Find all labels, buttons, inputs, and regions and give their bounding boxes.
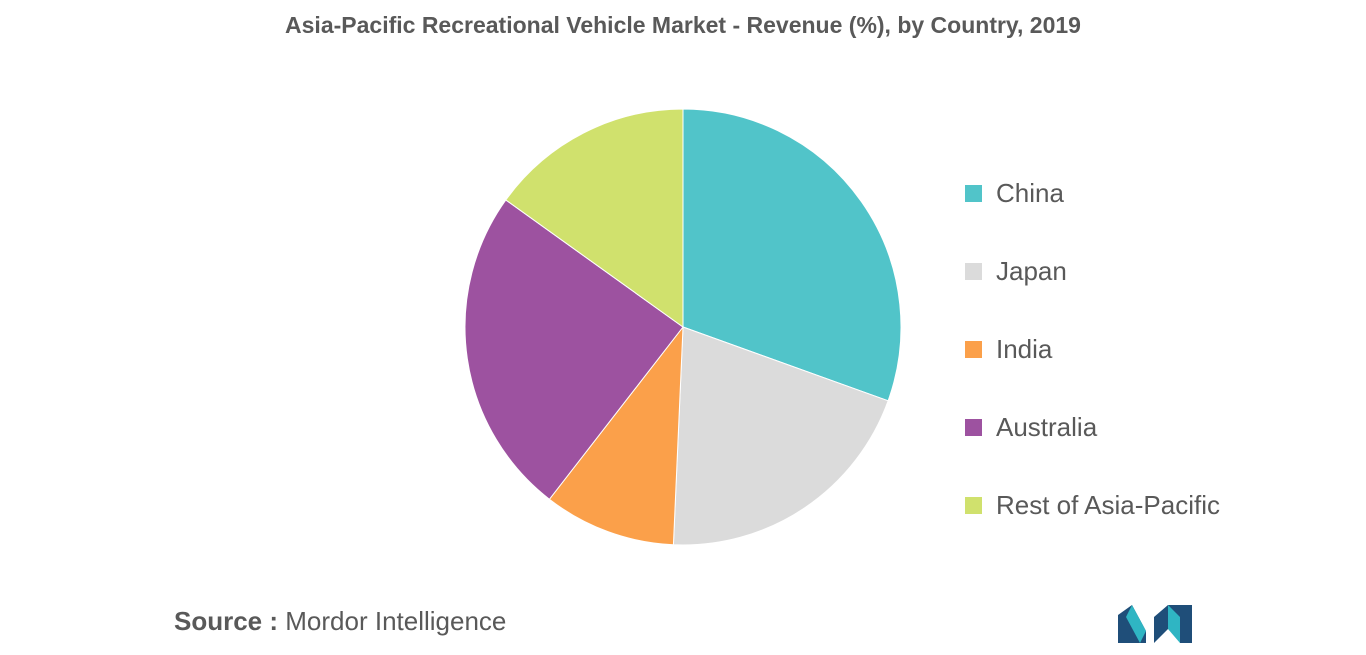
- legend-item-china: China: [965, 154, 1220, 232]
- pie-slice-australia: [464, 199, 684, 500]
- legend-swatch-rest-of-asia-pacific: [965, 496, 982, 514]
- legend-swatch-india: [965, 340, 982, 358]
- chart-title: Asia-Pacific Recreational Vehicle Market…: [285, 12, 1081, 38]
- legend-label-japan: Japan: [996, 255, 1067, 286]
- legend-item-india: India: [965, 310, 1220, 388]
- pie-slice-china: [682, 108, 902, 402]
- source-note: Source : Mordor Intelligence: [174, 606, 506, 637]
- legend-item-japan: Japan: [965, 232, 1220, 310]
- logo-left-accent: [1126, 605, 1146, 643]
- source-value: Mordor Intelligence: [285, 606, 507, 636]
- chart-legend: China Japan India Australia Rest of Asia-Pac…: [965, 154, 1220, 544]
- legend-label-india: India: [996, 333, 1053, 364]
- pie-slice-japan: [672, 326, 889, 546]
- legend-item-rest-of-asia-pacific: Rest of Asia-Pacific: [965, 466, 1220, 544]
- legend-label-australia: Australia: [996, 411, 1098, 442]
- legend-swatch-japan: [965, 262, 982, 280]
- legend-swatch-china: [965, 184, 982, 202]
- source-key: Source :: [174, 606, 279, 636]
- legend-label-china: China: [996, 177, 1064, 208]
- logo-right-accent: [1168, 605, 1180, 643]
- pie-slice-india: [548, 325, 684, 546]
- mordor-intelligence-logo-icon: [1118, 605, 1192, 643]
- legend-swatch-australia: [965, 418, 982, 436]
- pie-slice-rest-of-asia-pacific: [505, 108, 684, 328]
- legend-label-rest-of-asia-pacific: Rest of Asia-Pacific: [996, 489, 1220, 520]
- legend-item-australia: Australia: [965, 388, 1220, 466]
